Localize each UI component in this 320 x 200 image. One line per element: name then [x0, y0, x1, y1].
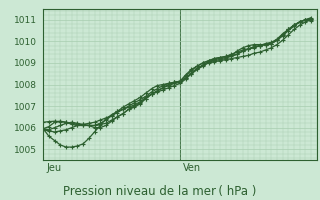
- Text: Pression niveau de la mer ( hPa ): Pression niveau de la mer ( hPa ): [63, 185, 257, 198]
- Text: Ven: Ven: [183, 163, 201, 173]
- Text: Jeu: Jeu: [46, 163, 61, 173]
